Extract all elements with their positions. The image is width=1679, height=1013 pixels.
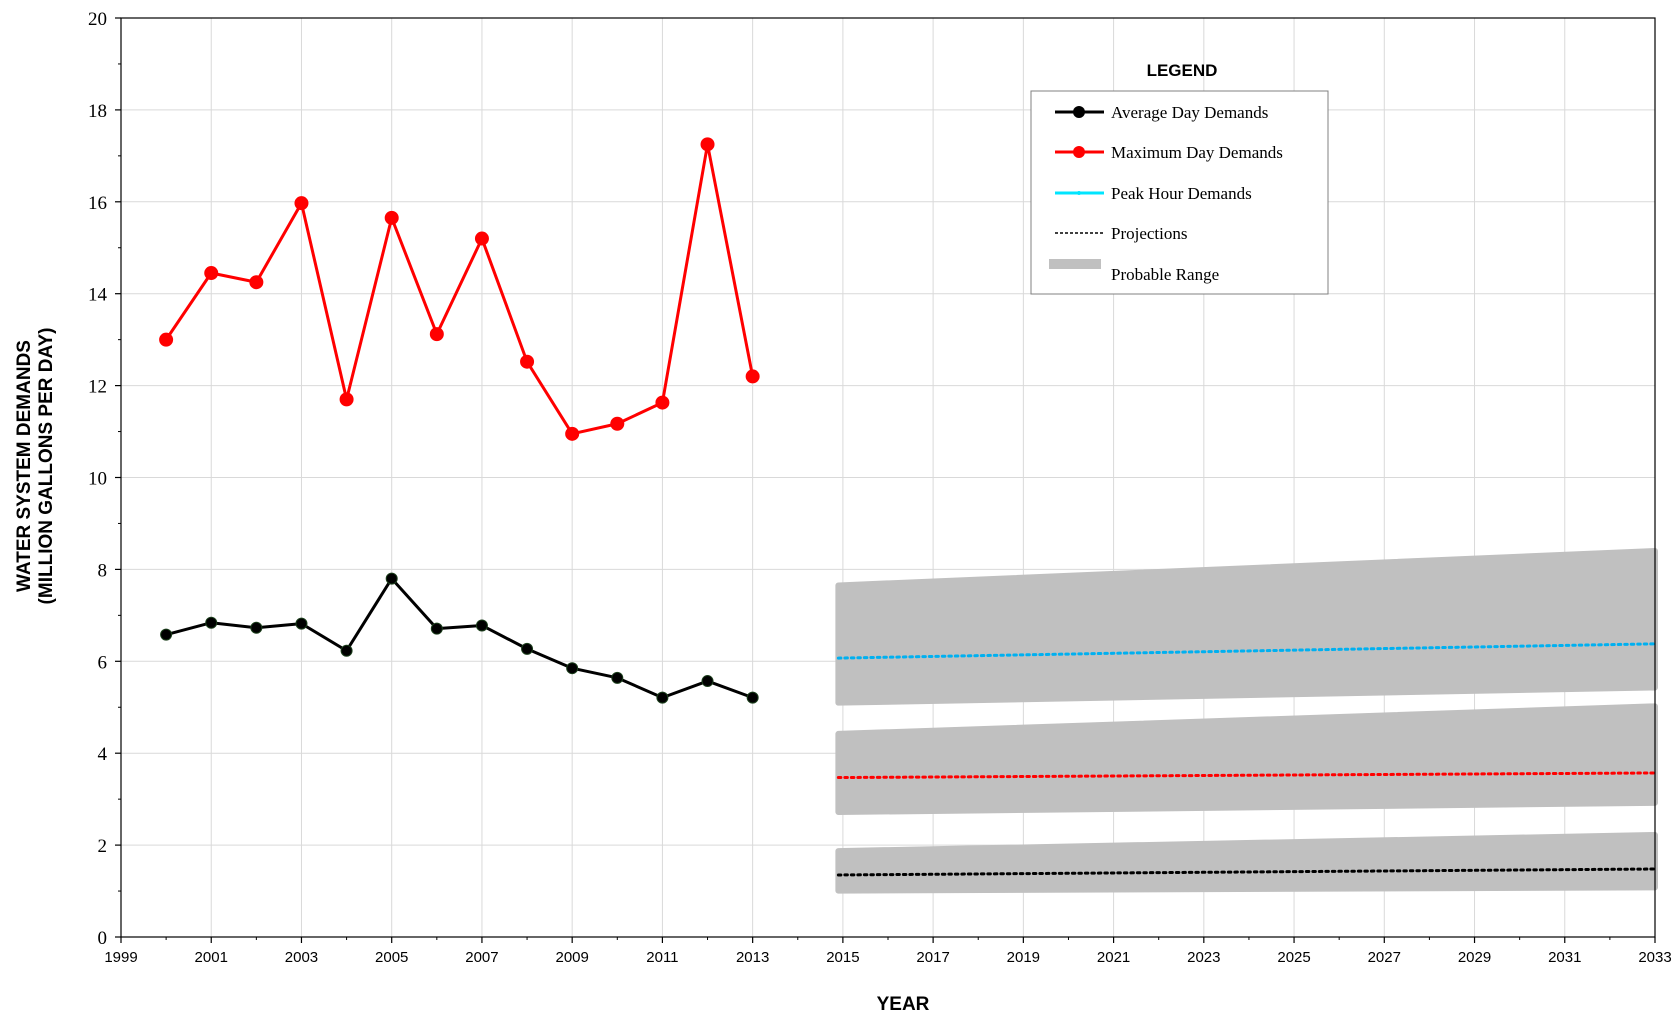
data-point [339,392,354,407]
legend-label: Projections [1111,224,1188,243]
projection-line [836,771,1657,780]
y-tick-label: 8 [98,560,108,581]
y-tick-label: 6 [98,652,108,673]
data-point [250,621,263,634]
x-tick-label: 2013 [736,949,769,966]
data-point [565,426,580,441]
data-point [656,691,669,704]
data-point [295,617,308,630]
data-point [294,196,309,211]
y-tick-label: 12 [88,377,107,398]
data-point [429,327,444,342]
data-point [701,675,714,688]
data-point [474,231,489,246]
y-axis-title-line2: (MILLION GALLONS PER DAY) [36,328,57,605]
data-point [745,369,760,384]
legend-marker [1073,106,1085,118]
legend-title: LEGEND [1147,61,1218,80]
x-tick-label: 2001 [195,949,228,966]
axes [115,17,1656,943]
data-point [655,395,670,410]
x-tick-label: 2011 [646,949,678,966]
x-tick-label: 2009 [555,949,588,966]
x-tick-label: 2021 [1097,949,1130,966]
y-tick-label: 16 [88,193,107,214]
y-tick-label: 2 [98,836,108,857]
x-tick-label: 2029 [1458,949,1491,966]
data-point [159,332,174,347]
data-point [430,622,443,635]
data-point [340,644,353,657]
x-tick-label: 2003 [285,949,318,966]
series-line [165,577,754,700]
x-axis-title: YEAR [877,994,930,1013]
data-point [160,628,173,641]
data-point [384,210,399,225]
y-tick-label: 4 [98,744,108,765]
x-tick-label: 2015 [826,949,859,966]
x-tick-label: 2017 [916,949,949,966]
data-point [746,691,759,704]
data-point [700,137,715,152]
data-point [520,354,535,369]
y-tick-label: 10 [88,469,107,490]
legend: LEGEND Average Day Demands Maximum Day De… [1030,61,1329,295]
projection-lines [836,642,1657,877]
x-tick-label: 2019 [1007,949,1040,966]
y-axis-title-line1: WATER SYSTEM DEMANDS [14,340,35,592]
x-tick-label: 1999 [104,949,137,966]
data-series [159,137,760,704]
legend-label: Average Day Demands [1111,103,1268,122]
x-tick-label: 2027 [1368,949,1401,966]
projection-line [836,642,1657,660]
x-tick-label: 2025 [1277,949,1310,966]
legend-label: Maximum Day Demands [1111,143,1283,162]
data-point [566,662,579,675]
data-point [610,416,625,431]
probable-range-bands [835,548,1658,894]
y-tick-label: 0 [98,928,108,949]
x-tick-label: 2031 [1548,949,1581,966]
data-point [205,616,218,629]
x-tick-label: 2007 [465,949,498,966]
legend-marker [1073,146,1085,158]
data-point [249,275,264,290]
legend-label: Probable Range [1111,265,1219,284]
legend-swatch [1049,259,1101,269]
tick-labels: 1999 2001 2003 2005 2007 2009 2011 2013 2015 2017… [88,9,1672,966]
legend-marker [1077,191,1081,195]
x-tick-label: 2005 [375,949,408,966]
y-tick-label: 18 [88,101,107,122]
data-point [204,266,219,281]
data-point [521,642,534,655]
x-tick-label: 2023 [1187,949,1220,966]
legend-label: Peak Hour Demands [1111,184,1252,203]
series-line [164,142,755,436]
projection-line [836,867,1657,877]
data-point [385,572,398,585]
x-tick-label: 2033 [1638,949,1671,966]
y-tick-label: 14 [88,285,108,306]
data-point [475,619,488,632]
y-tick-label: 20 [88,9,107,30]
data-point [611,671,624,684]
